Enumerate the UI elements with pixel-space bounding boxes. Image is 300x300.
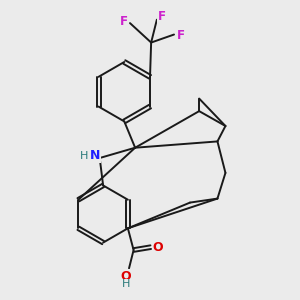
Text: H: H <box>80 151 88 161</box>
Text: N: N <box>90 149 100 162</box>
Text: F: F <box>177 29 185 42</box>
Text: O: O <box>120 270 131 283</box>
Text: F: F <box>158 10 165 23</box>
Text: F: F <box>120 16 128 28</box>
Text: H: H <box>122 279 130 289</box>
Text: O: O <box>152 241 163 254</box>
